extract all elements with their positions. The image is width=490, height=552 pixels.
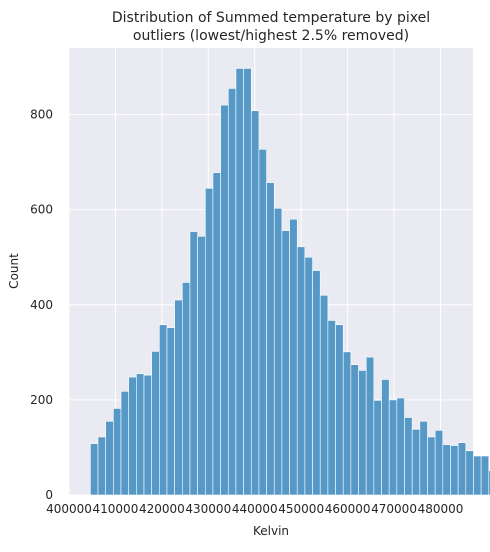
histogram-bar [457,442,467,496]
x-tick-label: 440000 [232,502,278,516]
histogram-bar [212,172,221,496]
histogram-bar [243,68,252,496]
y-tick-label: 400 [30,298,53,312]
histogram-bar [113,408,122,496]
histogram-bar [304,256,313,496]
histogram-bar [442,444,451,496]
histogram-bar [281,230,290,496]
histogram-bar [327,320,336,496]
histogram-bar [335,324,344,496]
x-axis-label: Kelvin [253,524,289,538]
x-tick-label: 480000 [418,502,464,516]
histogram-bar [365,356,375,496]
y-axis-label: Count [7,253,21,289]
histogram-bar [319,294,329,496]
histogram-bar [480,455,490,496]
histogram-bar [90,443,99,496]
chart-title-line-2: outliers (lowest/highest 2.5% removed) [133,28,409,44]
x-tick-label: 470000 [371,502,417,516]
histogram-bar [266,182,275,496]
y-tick-label: 600 [30,203,53,217]
histogram-bar [136,373,145,496]
histogram-bar [166,327,175,496]
histogram-bar [488,470,490,496]
histogram-bar [358,370,367,496]
histogram-bar [227,88,237,496]
histogram-bar [250,110,260,496]
tick-labels: 400000 410000 420000 430000 440000 450000 4600… [30,108,463,516]
histogram-bar [411,429,421,496]
histogram-bar [373,400,382,496]
x-tick-label: 420000 [139,502,185,516]
x-tick-label: 430000 [185,502,231,516]
histogram-bar [404,417,413,496]
x-tick-label: 460000 [325,502,371,516]
histogram-bar [182,282,191,496]
histogram-bar [105,420,114,496]
histogram-bar [350,364,359,496]
histogram-bar [419,420,428,496]
histogram-bar [189,231,198,496]
histogram-bar [174,299,183,496]
y-tick-label: 200 [30,393,53,407]
histogram-bar [342,351,352,496]
y-tick-label: 0 [45,488,53,502]
histogram-bar [197,236,206,496]
histogram-bar [258,148,267,496]
histogram-bar [273,207,283,496]
x-tick-label: 450000 [278,502,324,516]
x-tick-label: 410000 [93,502,139,516]
histogram-bar [120,391,129,496]
histogram-bar [220,104,229,496]
histogram-bar [296,246,306,496]
histogram-bar [128,376,137,496]
histogram-bar [465,450,474,496]
histogram-bar [204,187,214,496]
histogram-bar [159,324,168,496]
histogram-bar [235,68,244,496]
histogram-bar [151,351,160,496]
histogram-bar [381,379,390,496]
y-tick-label: 800 [30,108,53,122]
histogram-bar [289,218,298,496]
x-tick-label: 400000 [46,502,92,516]
histogram-bar [312,270,321,496]
histogram-bar [427,436,436,496]
histogram-bar [450,445,459,496]
histogram-bar [143,374,152,496]
histogram-bar [396,397,405,496]
histogram-bar [97,436,106,496]
chart-title-line-1: Distribution of Summed temperature by pi… [112,10,430,26]
bars [90,68,490,496]
histogram-bar [434,430,444,496]
histogram-bar [388,399,398,496]
histogram-bar [473,455,482,496]
